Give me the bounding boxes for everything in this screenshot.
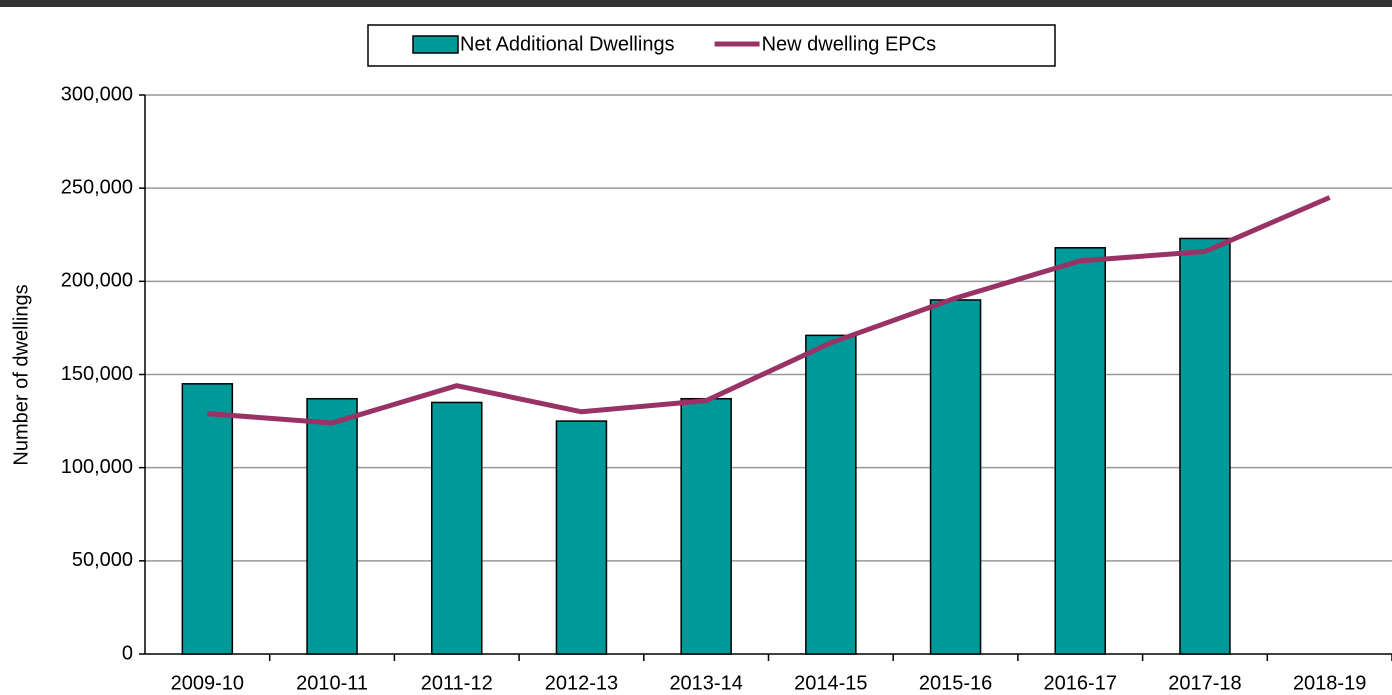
line [207, 195, 1331, 426]
bar [306, 397, 358, 655]
bar [805, 334, 857, 655]
x-tick-label: 2018-19 [1293, 672, 1366, 694]
x-tick-label: 2017-18 [1168, 672, 1241, 694]
x-tick-label: 2013-14 [669, 672, 742, 694]
legend-swatch [412, 35, 459, 54]
x-tick-label: 2014-15 [794, 672, 867, 694]
x-tick-label: 2010-11 [296, 672, 368, 694]
header-band [0, 0, 1392, 7]
y-tick-label: 150,000 [61, 363, 133, 385]
x-tick-label: 2009-10 [171, 672, 244, 694]
x-tick-label: 2016-17 [1044, 672, 1117, 694]
bar [1054, 247, 1106, 655]
bar [929, 299, 982, 655]
y-tick-label: 300,000 [61, 83, 133, 105]
x-tick-label: 2012-13 [545, 672, 618, 694]
legend-box [367, 24, 1056, 67]
bar [1179, 237, 1231, 655]
y-tick-label: 250,000 [61, 176, 133, 198]
bar [555, 420, 608, 655]
y-axis-label: Number of dwellings [10, 284, 32, 465]
legend-label: New dwelling EPCs [762, 33, 937, 55]
x-tick-label: 2015-16 [919, 672, 992, 694]
bar [431, 401, 483, 655]
bar [680, 397, 732, 655]
legend-label: Net Additional Dwellings [460, 33, 675, 55]
y-tick-label: 50,000 [72, 549, 133, 571]
bar [181, 383, 234, 655]
x-tick-label: 2011-12 [421, 672, 493, 694]
y-tick-label: 200,000 [61, 270, 133, 292]
y-tick-label: 100,000 [61, 456, 133, 478]
y-tick-label: 0 [122, 642, 133, 664]
